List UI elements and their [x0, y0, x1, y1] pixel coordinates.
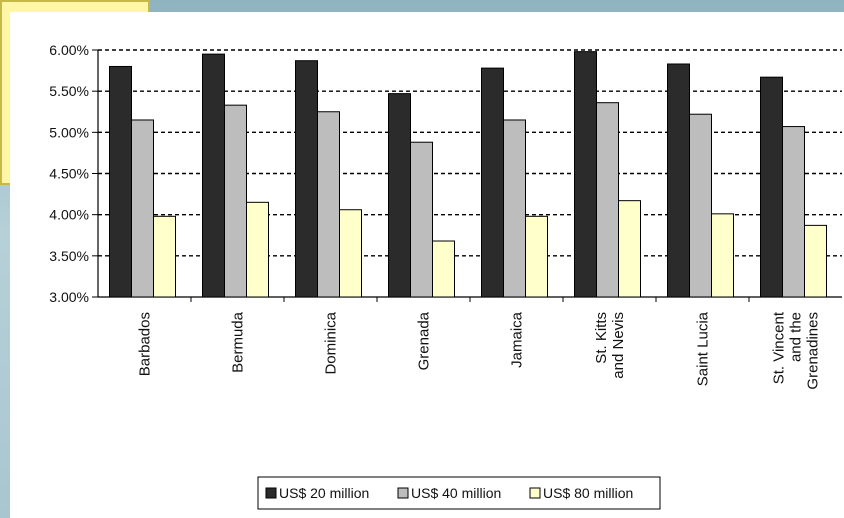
legend-swatch	[265, 487, 277, 499]
bar	[574, 51, 597, 298]
bar	[410, 141, 433, 298]
bar	[109, 65, 132, 298]
x-category-label: Bermuda	[230, 311, 247, 373]
y-tick-label: 5.00%	[49, 124, 89, 140]
bar	[388, 93, 411, 298]
x-category-label: St. Kitts	[593, 312, 610, 364]
x-category-label: Dominica	[323, 311, 340, 374]
bar	[525, 215, 548, 298]
bar	[503, 119, 526, 298]
y-tick-label: 3.50%	[49, 248, 89, 264]
x-category-label: Grenadines	[805, 312, 822, 390]
bar	[224, 104, 247, 298]
bar	[153, 215, 176, 298]
bar	[202, 53, 225, 298]
y-tick-label: 4.50%	[49, 166, 89, 182]
y-tick-label: 4.00%	[49, 207, 89, 223]
bar	[339, 209, 362, 298]
bar	[246, 201, 269, 298]
y-tick-label: 6.00%	[49, 42, 89, 58]
bar	[804, 224, 827, 298]
bar	[618, 200, 641, 298]
bar	[667, 63, 690, 298]
x-category-label: Barbados	[137, 312, 154, 376]
y-tick-label: 3.00%	[49, 289, 89, 305]
bar	[481, 67, 504, 298]
x-category-label: Grenada	[416, 311, 433, 370]
legend-label: US$ 40 million	[411, 485, 501, 501]
x-category-label: and the	[788, 312, 805, 362]
bar	[432, 240, 455, 298]
legend-swatch	[397, 487, 409, 499]
bar	[760, 76, 783, 298]
x-category-label: St. Vincent	[771, 311, 788, 384]
legend-box	[257, 476, 661, 510]
bar	[782, 126, 805, 298]
legend-label: US$ 80 million	[543, 485, 633, 501]
legend-label: US$ 20 million	[279, 485, 369, 501]
bar	[317, 111, 340, 298]
bar	[689, 113, 712, 298]
x-category-label: and Nevis	[610, 312, 627, 379]
legend-swatch	[529, 487, 541, 499]
bar	[711, 213, 734, 298]
bar	[131, 119, 154, 298]
bar	[295, 60, 318, 298]
x-category-label: Jamaica	[509, 311, 526, 368]
y-tick-label: 5.50%	[49, 83, 89, 99]
bar	[596, 102, 619, 298]
x-category-label: Saint Lucia	[695, 311, 712, 386]
